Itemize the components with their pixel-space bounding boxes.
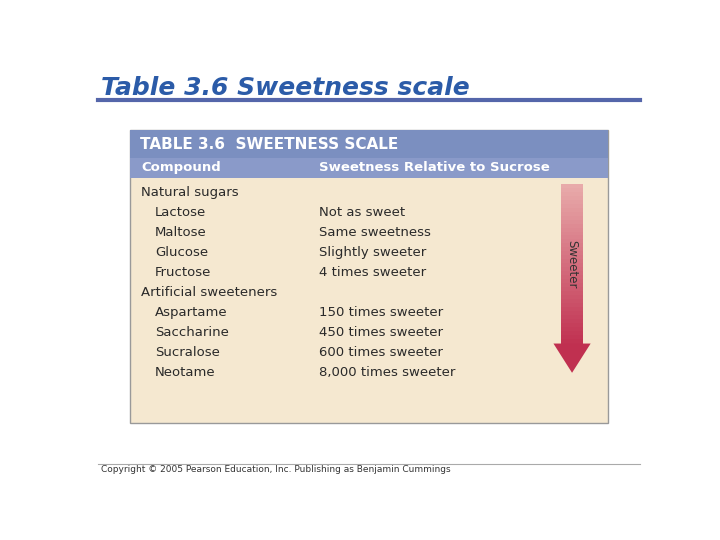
Text: 450 times sweeter: 450 times sweeter: [319, 326, 443, 339]
Bar: [561, 215, 583, 220]
Bar: [561, 339, 583, 343]
Bar: [561, 259, 583, 264]
Text: Maltose: Maltose: [155, 226, 207, 239]
Bar: [561, 267, 583, 272]
Bar: [561, 195, 583, 200]
Bar: [130, 158, 608, 178]
Bar: [561, 224, 583, 228]
Text: 4 times sweeter: 4 times sweeter: [319, 266, 426, 279]
Text: Sweeter: Sweeter: [565, 240, 579, 288]
Text: Compound: Compound: [141, 161, 221, 174]
Bar: [561, 311, 583, 316]
Bar: [561, 244, 583, 248]
Bar: [561, 204, 583, 208]
Bar: [561, 323, 583, 328]
Bar: [561, 232, 583, 236]
Text: Natural sugars: Natural sugars: [141, 186, 239, 199]
Text: Aspartame: Aspartame: [155, 306, 228, 319]
Text: TABLE 3.6  SWEETNESS SCALE: TABLE 3.6 SWEETNESS SCALE: [140, 137, 398, 152]
Text: 8,000 times sweeter: 8,000 times sweeter: [319, 366, 455, 379]
Text: Sweetness Relative to Sucrose: Sweetness Relative to Sucrose: [319, 161, 549, 174]
Text: Sucralose: Sucralose: [155, 346, 220, 359]
Bar: [561, 295, 583, 300]
Text: Saccharine: Saccharine: [155, 326, 229, 339]
Text: 150 times sweeter: 150 times sweeter: [319, 306, 443, 319]
Bar: [561, 188, 583, 192]
Text: Not as sweet: Not as sweet: [319, 206, 405, 219]
Bar: [561, 264, 583, 268]
Bar: [561, 319, 583, 323]
Text: Glucose: Glucose: [155, 246, 208, 259]
Text: Artificial sweeteners: Artificial sweeteners: [141, 286, 277, 299]
Text: Neotame: Neotame: [155, 366, 216, 379]
Bar: [130, 130, 608, 158]
Bar: [561, 255, 583, 260]
Bar: [561, 227, 583, 232]
Bar: [561, 331, 583, 335]
Bar: [561, 275, 583, 280]
Bar: [561, 303, 583, 308]
Bar: [130, 130, 608, 423]
Text: Lactose: Lactose: [155, 206, 207, 219]
Text: Fructose: Fructose: [155, 266, 212, 279]
Bar: [561, 239, 583, 244]
Bar: [561, 287, 583, 292]
Text: Same sweetness: Same sweetness: [319, 226, 431, 239]
Polygon shape: [554, 343, 590, 373]
Bar: [561, 284, 583, 288]
Bar: [561, 247, 583, 252]
Bar: [561, 252, 583, 256]
Bar: [561, 192, 583, 196]
Text: Copyright © 2005 Pearson Education, Inc. Publishing as Benjamin Cummings: Copyright © 2005 Pearson Education, Inc.…: [101, 465, 451, 475]
Bar: [561, 235, 583, 240]
Bar: [561, 279, 583, 284]
Bar: [561, 200, 583, 204]
Text: Slightly sweeter: Slightly sweeter: [319, 246, 426, 259]
Text: Table 3.6 Sweetness scale: Table 3.6 Sweetness scale: [101, 76, 469, 100]
Bar: [561, 335, 583, 340]
Bar: [561, 212, 583, 216]
Text: 600 times sweeter: 600 times sweeter: [319, 346, 443, 359]
Bar: [561, 220, 583, 224]
Bar: [561, 184, 583, 188]
Bar: [561, 327, 583, 332]
Bar: [561, 291, 583, 296]
Bar: [561, 272, 583, 276]
Bar: [561, 315, 583, 320]
Bar: [561, 307, 583, 312]
Bar: [561, 299, 583, 303]
Bar: [561, 207, 583, 212]
